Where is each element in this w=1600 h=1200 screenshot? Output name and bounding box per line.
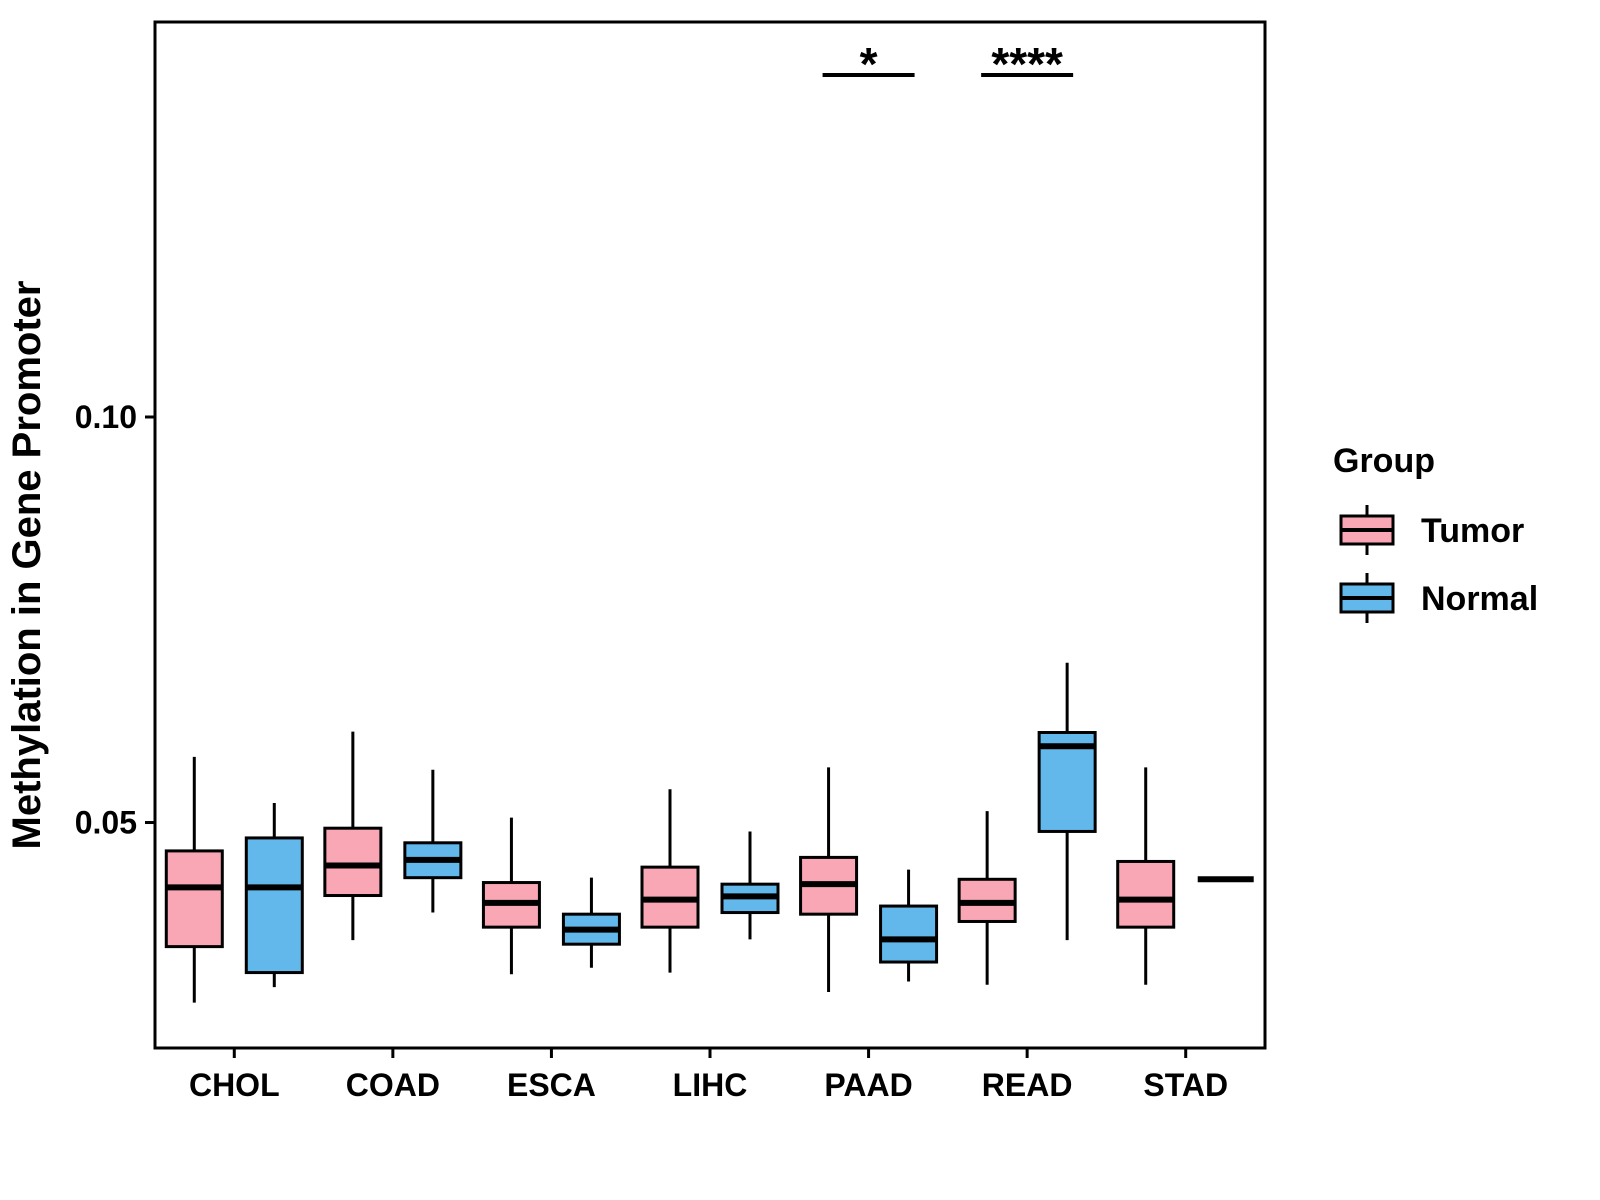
- x-tick-label: ESCA: [507, 1067, 596, 1103]
- box-normal-CHOL: [244, 836, 304, 975]
- significance-label-PAAD: *: [860, 38, 878, 90]
- box-tumor-STAD: [1116, 859, 1176, 929]
- y-tick-label: 0.10: [75, 399, 137, 435]
- box-normal-PAAD: [879, 904, 939, 964]
- legend-title: Group: [1333, 442, 1435, 480]
- legend-label-tumor: Tumor: [1421, 512, 1524, 550]
- legend-label-normal: Normal: [1421, 580, 1538, 618]
- x-tick-label: STAD: [1143, 1067, 1228, 1103]
- y-axis-title: Methylation in Gene Promoter: [5, 281, 49, 850]
- x-tick-label: PAAD: [824, 1067, 912, 1103]
- y-tick-label: 0.05: [75, 805, 137, 841]
- panel-border: [153, 20, 1267, 1050]
- x-tick-label: CHOL: [189, 1067, 280, 1103]
- x-tick-label: READ: [982, 1067, 1073, 1103]
- box-tumor-CHOL: [164, 849, 224, 949]
- x-tick-label: LIHC: [673, 1067, 748, 1103]
- box-tumor-COAD: [323, 826, 383, 898]
- significance-label-READ: ****: [991, 38, 1063, 90]
- x-tick-label: COAD: [346, 1067, 440, 1103]
